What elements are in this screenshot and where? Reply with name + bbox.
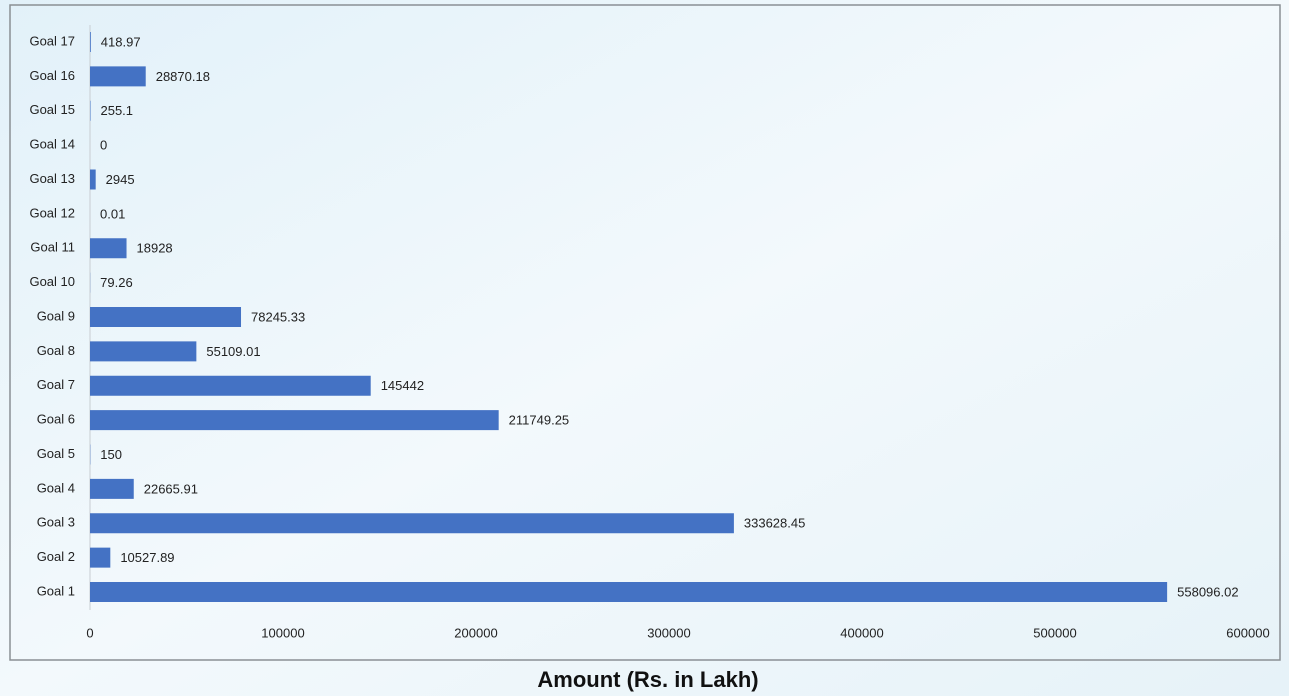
value-label: 2945 bbox=[106, 172, 135, 187]
y-tick-label: Goal 8 bbox=[37, 343, 75, 358]
value-label: 55109.01 bbox=[206, 344, 260, 359]
y-tick-label: Goal 12 bbox=[29, 205, 75, 220]
x-tick-label: 400000 bbox=[840, 625, 883, 640]
value-label: 558096.02 bbox=[1177, 584, 1238, 599]
bar bbox=[90, 547, 111, 568]
value-label: 150 bbox=[100, 447, 122, 462]
bar bbox=[90, 32, 91, 52]
bar bbox=[90, 66, 146, 87]
value-label: 255.1 bbox=[100, 103, 133, 118]
y-tick-label: Goal 3 bbox=[37, 515, 75, 530]
bar bbox=[90, 410, 499, 431]
value-label: 418.97 bbox=[101, 34, 141, 49]
y-tick-label: Goal 5 bbox=[37, 446, 75, 461]
value-label: 28870.18 bbox=[156, 69, 210, 84]
x-tick-label: 300000 bbox=[647, 625, 690, 640]
x-tick-label: 500000 bbox=[1033, 625, 1076, 640]
y-tick-label: Goal 13 bbox=[29, 171, 75, 186]
y-tick-label: Goal 9 bbox=[37, 308, 75, 323]
bar bbox=[90, 169, 96, 190]
y-tick-label: Goal 17 bbox=[29, 33, 75, 48]
plot-frame bbox=[9, 4, 1281, 661]
bar bbox=[90, 582, 1168, 602]
value-label: 145442 bbox=[381, 378, 424, 393]
y-tick-label: Goal 2 bbox=[37, 549, 75, 564]
bar bbox=[90, 341, 197, 362]
bar bbox=[90, 307, 242, 327]
value-label: 79.26 bbox=[100, 275, 133, 290]
value-label: 211749.25 bbox=[509, 413, 569, 428]
bar bbox=[90, 478, 134, 499]
y-tick-label: Goal 6 bbox=[37, 412, 75, 427]
y-tick-label: Goal 1 bbox=[37, 583, 75, 598]
value-label: 333628.45 bbox=[744, 516, 805, 531]
y-tick-label: Goal 7 bbox=[37, 377, 75, 392]
y-tick-label: Goal 10 bbox=[29, 274, 75, 289]
bar bbox=[90, 238, 127, 259]
x-tick-label: 600000 bbox=[1226, 625, 1269, 640]
x-tick-label: 0 bbox=[86, 625, 93, 640]
value-label: 22665.91 bbox=[144, 481, 198, 496]
y-tick-label: Goal 15 bbox=[29, 102, 75, 117]
y-tick-label: Goal 4 bbox=[37, 480, 75, 495]
x-tick-label: 200000 bbox=[454, 625, 497, 640]
bar bbox=[90, 513, 734, 534]
y-tick-label: Goal 16 bbox=[29, 68, 75, 83]
x-axis-title: Amount (Rs. in Lakh) bbox=[537, 667, 758, 692]
value-label: 18928 bbox=[137, 241, 173, 256]
value-label: 10527.89 bbox=[120, 550, 174, 565]
value-label: 78245.33 bbox=[251, 309, 305, 324]
y-tick-label: Goal 14 bbox=[29, 137, 75, 152]
value-label: 0.01 bbox=[100, 206, 125, 221]
bar bbox=[90, 375, 371, 396]
y-tick-label: Goal 11 bbox=[30, 240, 75, 255]
value-label: 0 bbox=[100, 138, 107, 153]
x-tick-label: 100000 bbox=[261, 625, 304, 640]
